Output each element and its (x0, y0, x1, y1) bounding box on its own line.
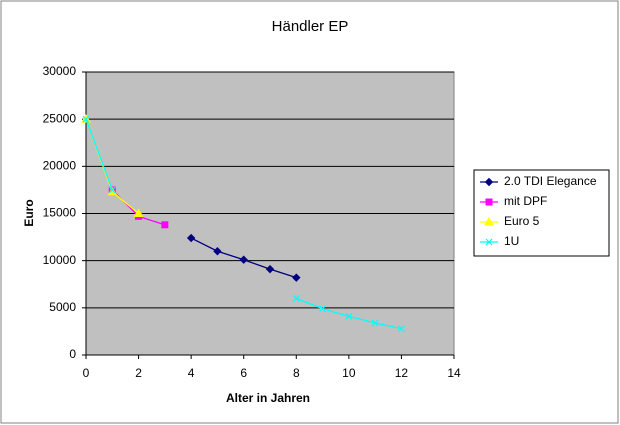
legend-marker (485, 198, 493, 206)
x-tick-label: 10 (342, 366, 356, 380)
y-tick-label: 25000 (43, 111, 77, 125)
x-tick-label: 6 (240, 366, 247, 380)
x-tick-label: 8 (293, 366, 300, 380)
marker (161, 221, 169, 229)
y-tick-label: 0 (69, 347, 76, 361)
y-tick-label: 30000 (43, 64, 77, 78)
legend-label: mit DPF (504, 194, 547, 208)
marker (319, 305, 326, 313)
marker (345, 312, 353, 320)
x-tick-label: 14 (447, 366, 461, 380)
y-axis-label: Euro (22, 199, 36, 226)
legend-label: 1U (504, 234, 519, 248)
marker (186, 233, 196, 243)
legend-label: 2.0 TDI Elegance (504, 174, 597, 188)
marker (239, 255, 248, 264)
marker (398, 325, 405, 333)
y-tick-label: 10000 (43, 253, 77, 267)
legend-marker (484, 216, 494, 226)
x-tick-label: 0 (83, 366, 90, 380)
x-tick-label: 4 (188, 366, 195, 380)
x-axis-label: Alter in Jahren (226, 391, 310, 405)
y-tick-label: 15000 (43, 206, 77, 220)
x-tick-label: 12 (395, 366, 409, 380)
legend-label: Euro 5 (504, 214, 540, 228)
marker (371, 319, 379, 327)
marker (108, 186, 116, 194)
marker (265, 264, 275, 274)
marker (82, 115, 90, 123)
legend-marker (484, 177, 494, 187)
marker (133, 208, 144, 217)
legend-marker (485, 238, 493, 246)
marker (292, 273, 301, 282)
x-tick-label: 2 (135, 366, 142, 380)
marker (292, 294, 300, 302)
marker (213, 247, 222, 256)
chart-title: Händler EP (272, 18, 349, 35)
y-tick-label: 5000 (49, 300, 76, 314)
y-tick-label: 20000 (43, 159, 77, 173)
